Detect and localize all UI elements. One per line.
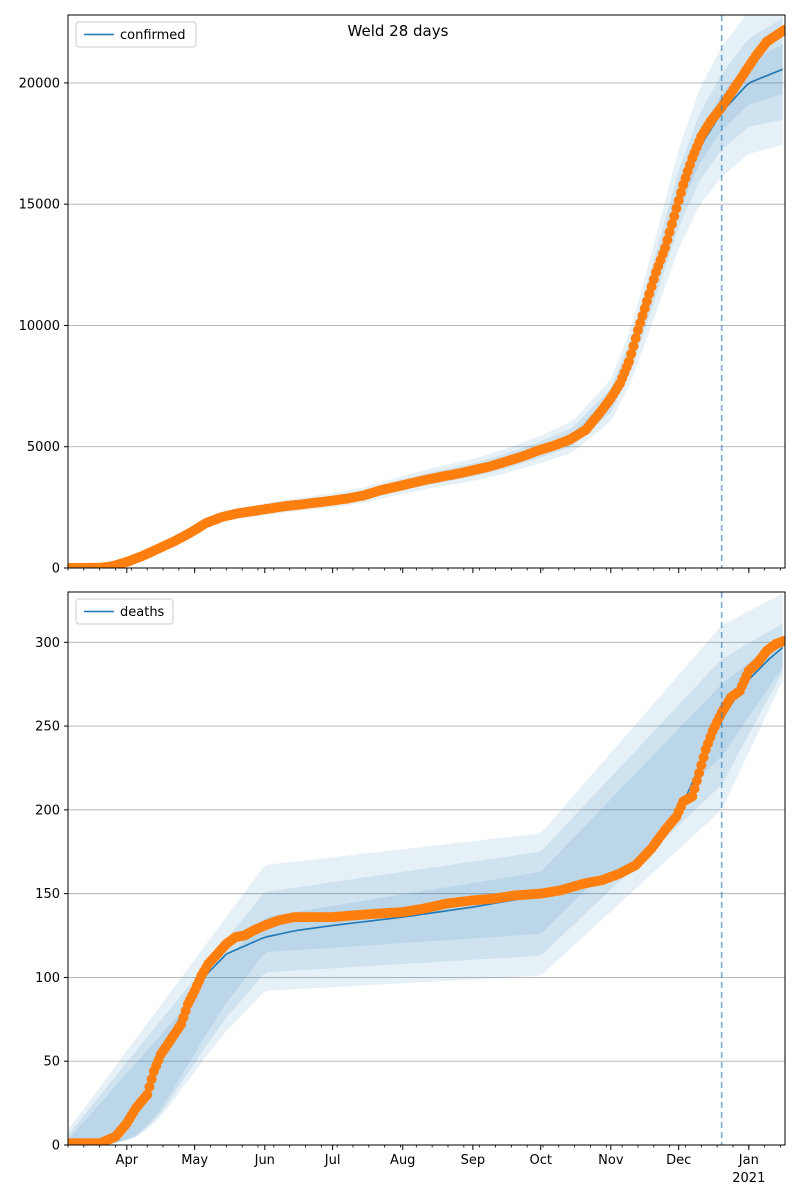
legend-box: [75, 21, 197, 48]
observed-point: [664, 227, 675, 238]
confirmed-panel: 0 5000 10000 15000 20000 confirmed: [19, 14, 786, 577]
observed-point: [696, 760, 707, 771]
observed-point: [660, 242, 671, 253]
uncertainty-band: [68, 635, 783, 1145]
observed-point: [691, 775, 702, 786]
x-tick-label: Apr: [116, 1153, 139, 1168]
y-tick-label: 10000: [19, 319, 60, 334]
y-tick-label: 150: [35, 887, 60, 902]
observed-point: [687, 791, 698, 802]
y-tick-label: 250: [35, 720, 60, 735]
y-tick-label: 0: [52, 1139, 60, 1154]
x-tick-label: Dec: [666, 1153, 691, 1168]
observed-point: [780, 635, 785, 646]
plot-area: [68, 15, 785, 568]
observed-series: [68, 635, 785, 1145]
observed-point: [144, 1081, 155, 1092]
y-tick-label: 5000: [27, 440, 60, 455]
observed-point: [780, 24, 785, 35]
x-tick-label: Jul: [324, 1153, 341, 1168]
x-year-label: 2021: [732, 1171, 765, 1186]
legend-box: [75, 598, 174, 625]
x-tick-label: Oct: [529, 1153, 551, 1168]
x-tick-label: Aug: [390, 1153, 415, 1168]
x-tick-label: May: [181, 1153, 208, 1168]
observed-point: [689, 783, 700, 794]
y-tick-label: 100: [35, 971, 60, 986]
uncertainty-band: [68, 623, 783, 1145]
observed-point: [623, 356, 634, 367]
x-tick-label: Nov: [598, 1153, 624, 1168]
observed-point: [673, 195, 684, 206]
observed-point: [694, 768, 705, 778]
y-tick-label: 20000: [19, 76, 60, 91]
observed-point: [628, 341, 639, 352]
x-tick-label: Jun: [254, 1153, 275, 1168]
x-tick-label: Jan: [738, 1153, 759, 1168]
axes-frame: [67, 591, 786, 1146]
y-tick-label: 50: [43, 1055, 60, 1070]
plot-area: [68, 593, 785, 1145]
observed-point: [142, 1089, 153, 1100]
x-tick-label: Sep: [461, 1153, 486, 1168]
observed-point: [666, 219, 677, 230]
legend-label: deaths: [120, 605, 165, 620]
observed-point: [630, 333, 641, 344]
observed-point: [671, 203, 682, 214]
legend-label: confirmed: [120, 28, 186, 43]
observed-point: [626, 349, 637, 359]
y-tick-label: 200: [35, 803, 60, 818]
observed-series: [68, 24, 785, 568]
y-tick-label: 0: [52, 562, 60, 577]
deaths-panel: 0 50 100 150 200 250 300 Apr May Jun Jul Aug Sep Oct N…: [35, 591, 786, 1186]
uncertainty-band: [68, 593, 783, 1145]
y-tick-label: 15000: [19, 198, 60, 213]
observed-point: [146, 1074, 157, 1085]
y-tick-label: 300: [35, 636, 60, 651]
uncertainty-band: [68, 15, 783, 568]
axes-frame: [67, 14, 786, 569]
observed-point: [698, 752, 709, 763]
observed-point: [676, 187, 686, 198]
observed-point: [662, 235, 673, 245]
observed-point: [669, 211, 680, 222]
figure-title: Weld 28 days: [348, 22, 449, 40]
